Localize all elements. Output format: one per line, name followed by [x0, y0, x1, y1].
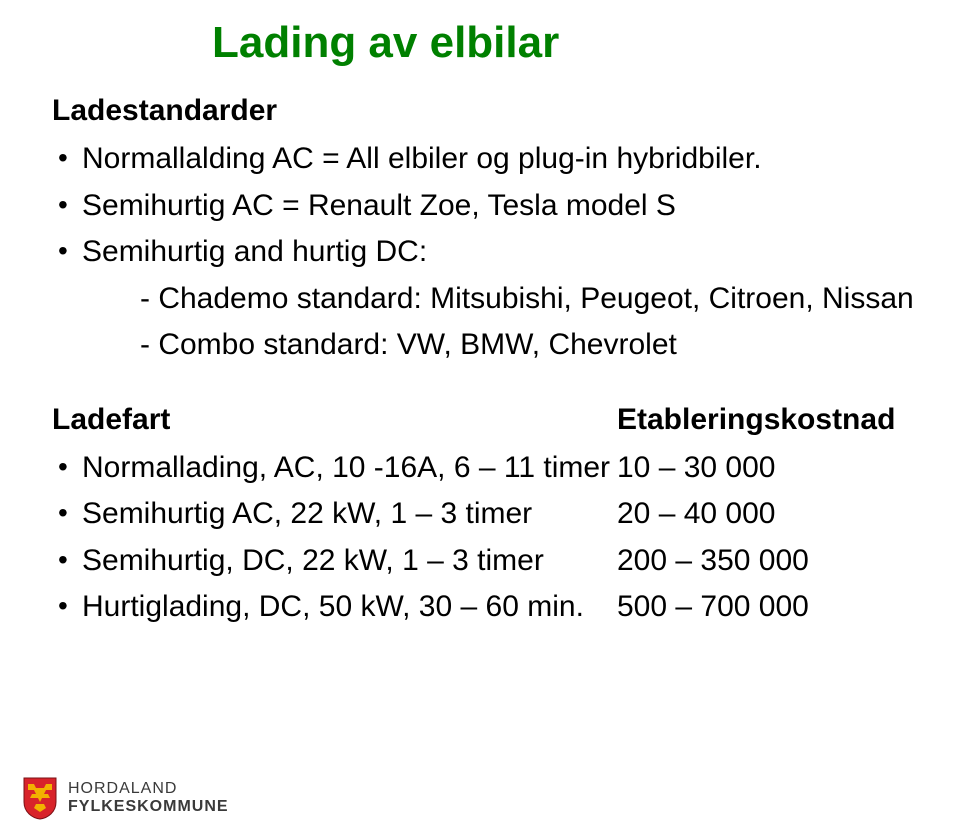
sublist-item: - Chademo standard: Mitsubishi, Peugeot,…	[140, 276, 919, 323]
ladefart-label: Ladefart	[52, 403, 617, 437]
cost-row: Semihurtig, DC, 22 kW, 1 – 3 timer 200 –…	[52, 538, 919, 585]
list-item-text: Semihurtig AC = Renault Zoe, Tesla model…	[82, 189, 676, 222]
list-item-text: Normallalding AC = All elbiler og plug-i…	[82, 142, 762, 175]
section-heading-ladestandarder: Ladestandarder	[52, 94, 919, 128]
cost-row: Hurtiglading, DC, 50 kW, 30 – 60 min. 50…	[52, 584, 919, 631]
ladefart-header: Ladefart Etableringskostnad	[52, 403, 919, 437]
list-item: Semihurtig and hurtig DC: - Chademo stan…	[52, 229, 919, 369]
cost-right: 200 – 350 000	[617, 538, 919, 585]
cost-left: Semihurtig AC, 22 kW, 1 – 3 timer	[82, 491, 617, 538]
etableringskostnad-label: Etableringskostnad	[617, 403, 895, 437]
bullet-list-standards: Normallalding AC = All elbiler og plug-i…	[52, 136, 919, 369]
cost-right: 500 – 700 000	[617, 584, 919, 631]
footer-logo: HORDALAND FYLKESKOMMUNE	[22, 776, 229, 820]
page-title: Lading av elbilar	[212, 18, 919, 68]
logo-line2: FYLKESKOMMUNE	[68, 798, 229, 816]
cost-list: Normallading, AC, 10 -16A, 6 – 11 timer …	[52, 445, 919, 631]
sublist-item: - Combo standard: VW, BMW, Chevrolet	[140, 322, 919, 369]
logo-line1: HORDALAND	[68, 780, 229, 798]
list-item: Normallalding AC = All elbiler og plug-i…	[52, 136, 919, 183]
logo-text: HORDALAND FYLKESKOMMUNE	[68, 780, 229, 816]
cost-right: 20 – 40 000	[617, 491, 919, 538]
shield-icon	[22, 776, 58, 820]
list-item: Semihurtig AC = Renault Zoe, Tesla model…	[52, 183, 919, 230]
cost-row: Normallading, AC, 10 -16A, 6 – 11 timer …	[52, 445, 919, 492]
slide: Lading av elbilar Ladestandarder Normall…	[0, 0, 959, 838]
list-item-text: Semihurtig and hurtig DC:	[82, 235, 427, 268]
cost-left: Semihurtig, DC, 22 kW, 1 – 3 timer	[82, 538, 617, 585]
cost-row: Semihurtig AC, 22 kW, 1 – 3 timer 20 – 4…	[52, 491, 919, 538]
cost-right: 10 – 30 000	[617, 445, 919, 492]
cost-left: Hurtiglading, DC, 50 kW, 30 – 60 min.	[82, 584, 617, 631]
sublist-dc: - Chademo standard: Mitsubishi, Peugeot,…	[140, 276, 919, 369]
cost-left: Normallading, AC, 10 -16A, 6 – 11 timer	[82, 445, 617, 492]
